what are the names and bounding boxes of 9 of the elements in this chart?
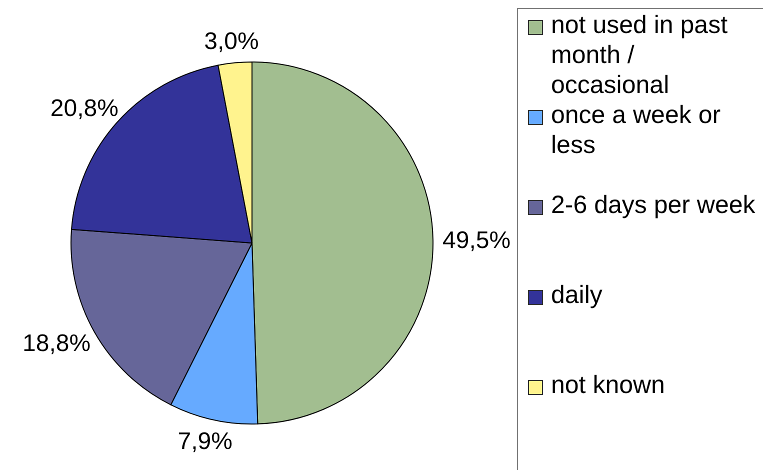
data-label: 18,8% [22, 330, 91, 357]
legend-label: 2-6 days per week [551, 190, 756, 220]
data-label: 20,8% [50, 94, 118, 122]
data-label: 49,5% [442, 226, 511, 254]
legend-label: daily [551, 280, 604, 310]
data-label: 7,9% [178, 428, 232, 455]
legend-label: not known [551, 370, 666, 400]
legend-label: once a week or less [551, 100, 722, 160]
data-label: 3,0% [204, 27, 259, 54]
